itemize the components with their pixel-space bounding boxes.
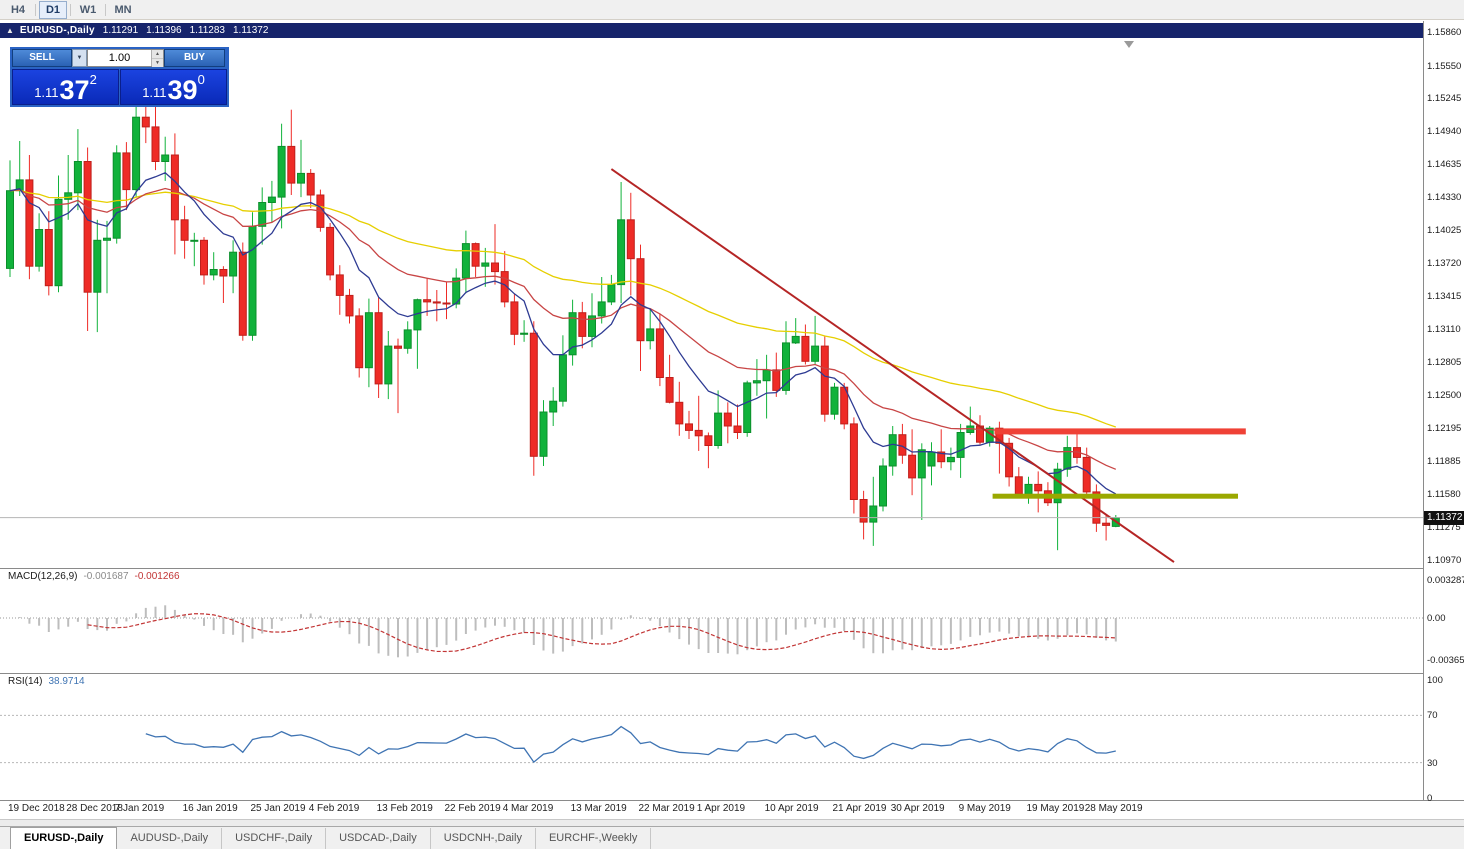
price-scale-label: 1.11580 xyxy=(1427,489,1461,501)
volume-down-button[interactable]: ▼ xyxy=(152,59,163,67)
time-axis-label: 28 Dec 2018 xyxy=(66,803,123,814)
price-scale-label: 1.15550 xyxy=(1427,60,1462,72)
price-scale-label: 1.13720 xyxy=(1427,258,1462,270)
time-axis-label: 13 Feb 2019 xyxy=(376,803,433,814)
time-axis-label: 28 May 2019 xyxy=(1084,803,1143,814)
buy-button[interactable]: BUY xyxy=(164,49,225,67)
price-scale-label: 1.15245 xyxy=(1427,93,1462,105)
sell-button[interactable]: SELL xyxy=(12,49,72,67)
chart-title: EURUSD-,Daily xyxy=(19,25,95,36)
buy-price-button[interactable]: 1.11 39 0 xyxy=(120,69,227,105)
time-axis-label: 13 Mar 2019 xyxy=(570,803,627,814)
sell-price-big: 37 xyxy=(59,75,90,105)
timeframe-w1-button[interactable]: W1 xyxy=(79,3,97,16)
time-axis-label: 19 May 2019 xyxy=(1026,803,1085,814)
price-scale-label: 1.14940 xyxy=(1427,126,1462,138)
chart-tabs-bar: EURUSD-,Daily AUDUSD-,Daily USDCHF-,Daily U… xyxy=(0,826,1464,849)
tab-eurusd-daily[interactable]: EURUSD-,Daily xyxy=(10,827,118,849)
rsi-scale-label: 30 xyxy=(1427,757,1438,769)
time-axis-label: 10 Apr 2019 xyxy=(764,803,819,814)
macd-scale-label: 0.00 xyxy=(1427,613,1446,624)
rsi-scale-label: 100 xyxy=(1427,675,1443,686)
volume-up-button[interactable]: ▲ xyxy=(152,50,163,59)
rsi-panel-divider[interactable] xyxy=(0,673,1464,674)
toolbar-separator xyxy=(35,3,36,16)
time-axis-label: 1 Apr 2019 xyxy=(696,803,746,814)
price-scale-label: 1.13415 xyxy=(1427,291,1462,302)
macd-value-2: -0.001266 xyxy=(134,571,180,582)
price-scale-label: 1.12805 xyxy=(1427,356,1462,368)
sell-price-sup: 2 xyxy=(89,72,97,87)
rsi-label: RSI(14) 38.9714 xyxy=(8,676,85,687)
time-axis-divider xyxy=(0,800,1464,801)
macd-panel[interactable] xyxy=(0,569,1423,673)
rsi-scale-label: 70 xyxy=(1427,710,1438,722)
timeframe-toolbar: H4 D1 W1 MN xyxy=(0,0,1464,20)
macd-scale-label: 0.003287 xyxy=(1427,575,1464,587)
rsi-scale-label: 0 xyxy=(1427,793,1433,804)
time-axis-label: 22 Feb 2019 xyxy=(444,803,501,814)
buy-price-sup: 0 xyxy=(197,72,205,87)
price-scale[interactable]: 1.15860 1.15550 1.15245 1.14940 1.14635 1.143… xyxy=(1424,21,1464,804)
ohlc-close: 1.11372 xyxy=(232,25,269,36)
ohlc-low: 1.11283 xyxy=(189,25,225,36)
time-axis-label: 4 Mar 2019 xyxy=(502,803,554,814)
time-axis-label: 30 Apr 2019 xyxy=(890,803,945,814)
time-axis-label: 7 Jan 2019 xyxy=(114,803,165,814)
time-axis-label: 16 Jan 2019 xyxy=(182,803,238,814)
macd-label: MACD(12,26,9) -0.001687 -0.001266 xyxy=(8,571,180,582)
time-axis[interactable]: 19 Dec 2018 28 Dec 2018 7 Jan 2019 16 Jan 2… xyxy=(0,801,1464,819)
trade-options-dropdown[interactable]: ▼ xyxy=(72,49,87,67)
buy-price-base: 1.11 xyxy=(142,85,167,100)
one-click-trading-panel: SELL ▼ ▲ ▼ BUY 1.11 37 2 1.11 39 0 xyxy=(10,47,229,107)
buy-price-big: 39 xyxy=(167,75,198,105)
macd-value-1: -0.001687 xyxy=(83,571,129,582)
chart-title-bar: ▲ EURUSD-,Daily 1.11291 1.11396 1.11283 … xyxy=(0,23,1423,38)
toolbar-separator xyxy=(105,3,106,16)
price-scale-label: 1.10970 xyxy=(1427,555,1462,566)
price-scale-label: 1.13110 xyxy=(1427,323,1461,335)
timeframe-mn-button[interactable]: MN xyxy=(114,3,132,16)
toolbar-separator xyxy=(70,3,71,16)
ohlc-high: 1.11396 xyxy=(146,25,182,36)
timeframe-d1-button[interactable]: D1 xyxy=(39,0,67,19)
time-axis-label: 22 Mar 2019 xyxy=(638,803,695,814)
macd-scale-label: -0.003655 xyxy=(1427,654,1464,666)
current-price-tag: 1.11372 xyxy=(1424,510,1464,525)
time-axis-label: 19 Dec 2018 xyxy=(8,803,65,814)
rsi-panel[interactable] xyxy=(0,674,1423,800)
panel-collapse-icon[interactable]: ▲ xyxy=(6,26,14,35)
timeframe-h4-button[interactable]: H4 xyxy=(10,3,26,16)
time-axis-label: 9 May 2019 xyxy=(958,803,1011,814)
sell-price-base: 1.11 xyxy=(34,85,59,100)
tab-usdcnh-daily[interactable]: USDCNH-,Daily xyxy=(431,828,536,849)
price-scale-divider xyxy=(1423,21,1424,800)
macd-panel-divider[interactable] xyxy=(0,568,1464,569)
ohlc-open: 1.11291 xyxy=(102,25,139,36)
time-axis-label: 25 Jan 2019 xyxy=(250,803,306,814)
main-chart[interactable] xyxy=(0,38,1423,568)
tab-eurchf-weekly[interactable]: EURCHF-,Weekly xyxy=(536,828,652,849)
price-scale-label: 1.14330 xyxy=(1427,192,1462,204)
rsi-value: 38.9714 xyxy=(48,676,85,687)
price-scale-label: 1.15860 xyxy=(1427,27,1462,38)
time-axis-label: 4 Feb 2019 xyxy=(308,803,360,814)
price-scale-label: 1.12195 xyxy=(1427,422,1462,434)
time-axis-label: 21 Apr 2019 xyxy=(832,803,887,814)
tab-usdchf-daily[interactable]: USDCHF-,Daily xyxy=(222,828,327,849)
horizontal-scrollbar[interactable] xyxy=(0,819,1464,827)
tab-audusd-daily[interactable]: AUDUSD-,Daily xyxy=(117,828,223,849)
tab-usdcad-daily[interactable]: USDCAD-,Daily xyxy=(326,828,431,849)
price-scale-label: 1.11885 xyxy=(1427,456,1461,468)
price-scale-label: 1.14635 xyxy=(1427,159,1462,171)
volume-input[interactable] xyxy=(88,50,151,66)
price-scale-label: 1.11275 xyxy=(1427,522,1461,534)
price-scale-label: 1.14025 xyxy=(1427,225,1462,237)
price-scale-label: 1.12500 xyxy=(1427,389,1462,401)
sell-price-button[interactable]: 1.11 37 2 xyxy=(12,69,119,105)
